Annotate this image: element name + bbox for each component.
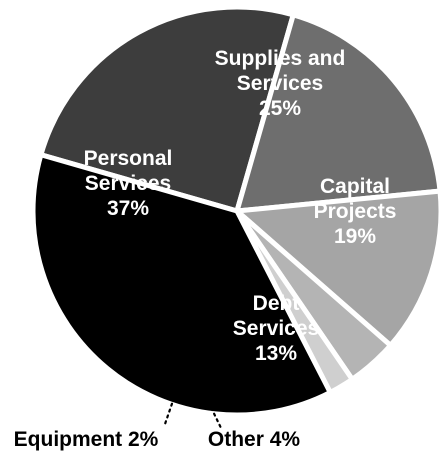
pie-slice-supplies-and-services [37,4,297,215]
pie-slice-capital-projects [233,11,439,214]
pie-slice-debt-services [231,188,439,349]
slice-label-capital-projects: Capital Projects 19% [314,175,397,248]
slice-label-equipment: Equipment 2% [14,428,159,451]
slice-label-other: Other 4% [208,428,301,451]
leader-line-equipment [163,390,178,426]
slice-label-debt-services: Debt Services 13% [233,292,319,365]
leader-line-other [204,395,223,430]
slice-label-supplies-and-services: Supplies and Services 25% [215,47,346,120]
slice-label-personal-services: Personal Services 37% [84,147,173,220]
pie-slice-personal-services [30,151,334,418]
